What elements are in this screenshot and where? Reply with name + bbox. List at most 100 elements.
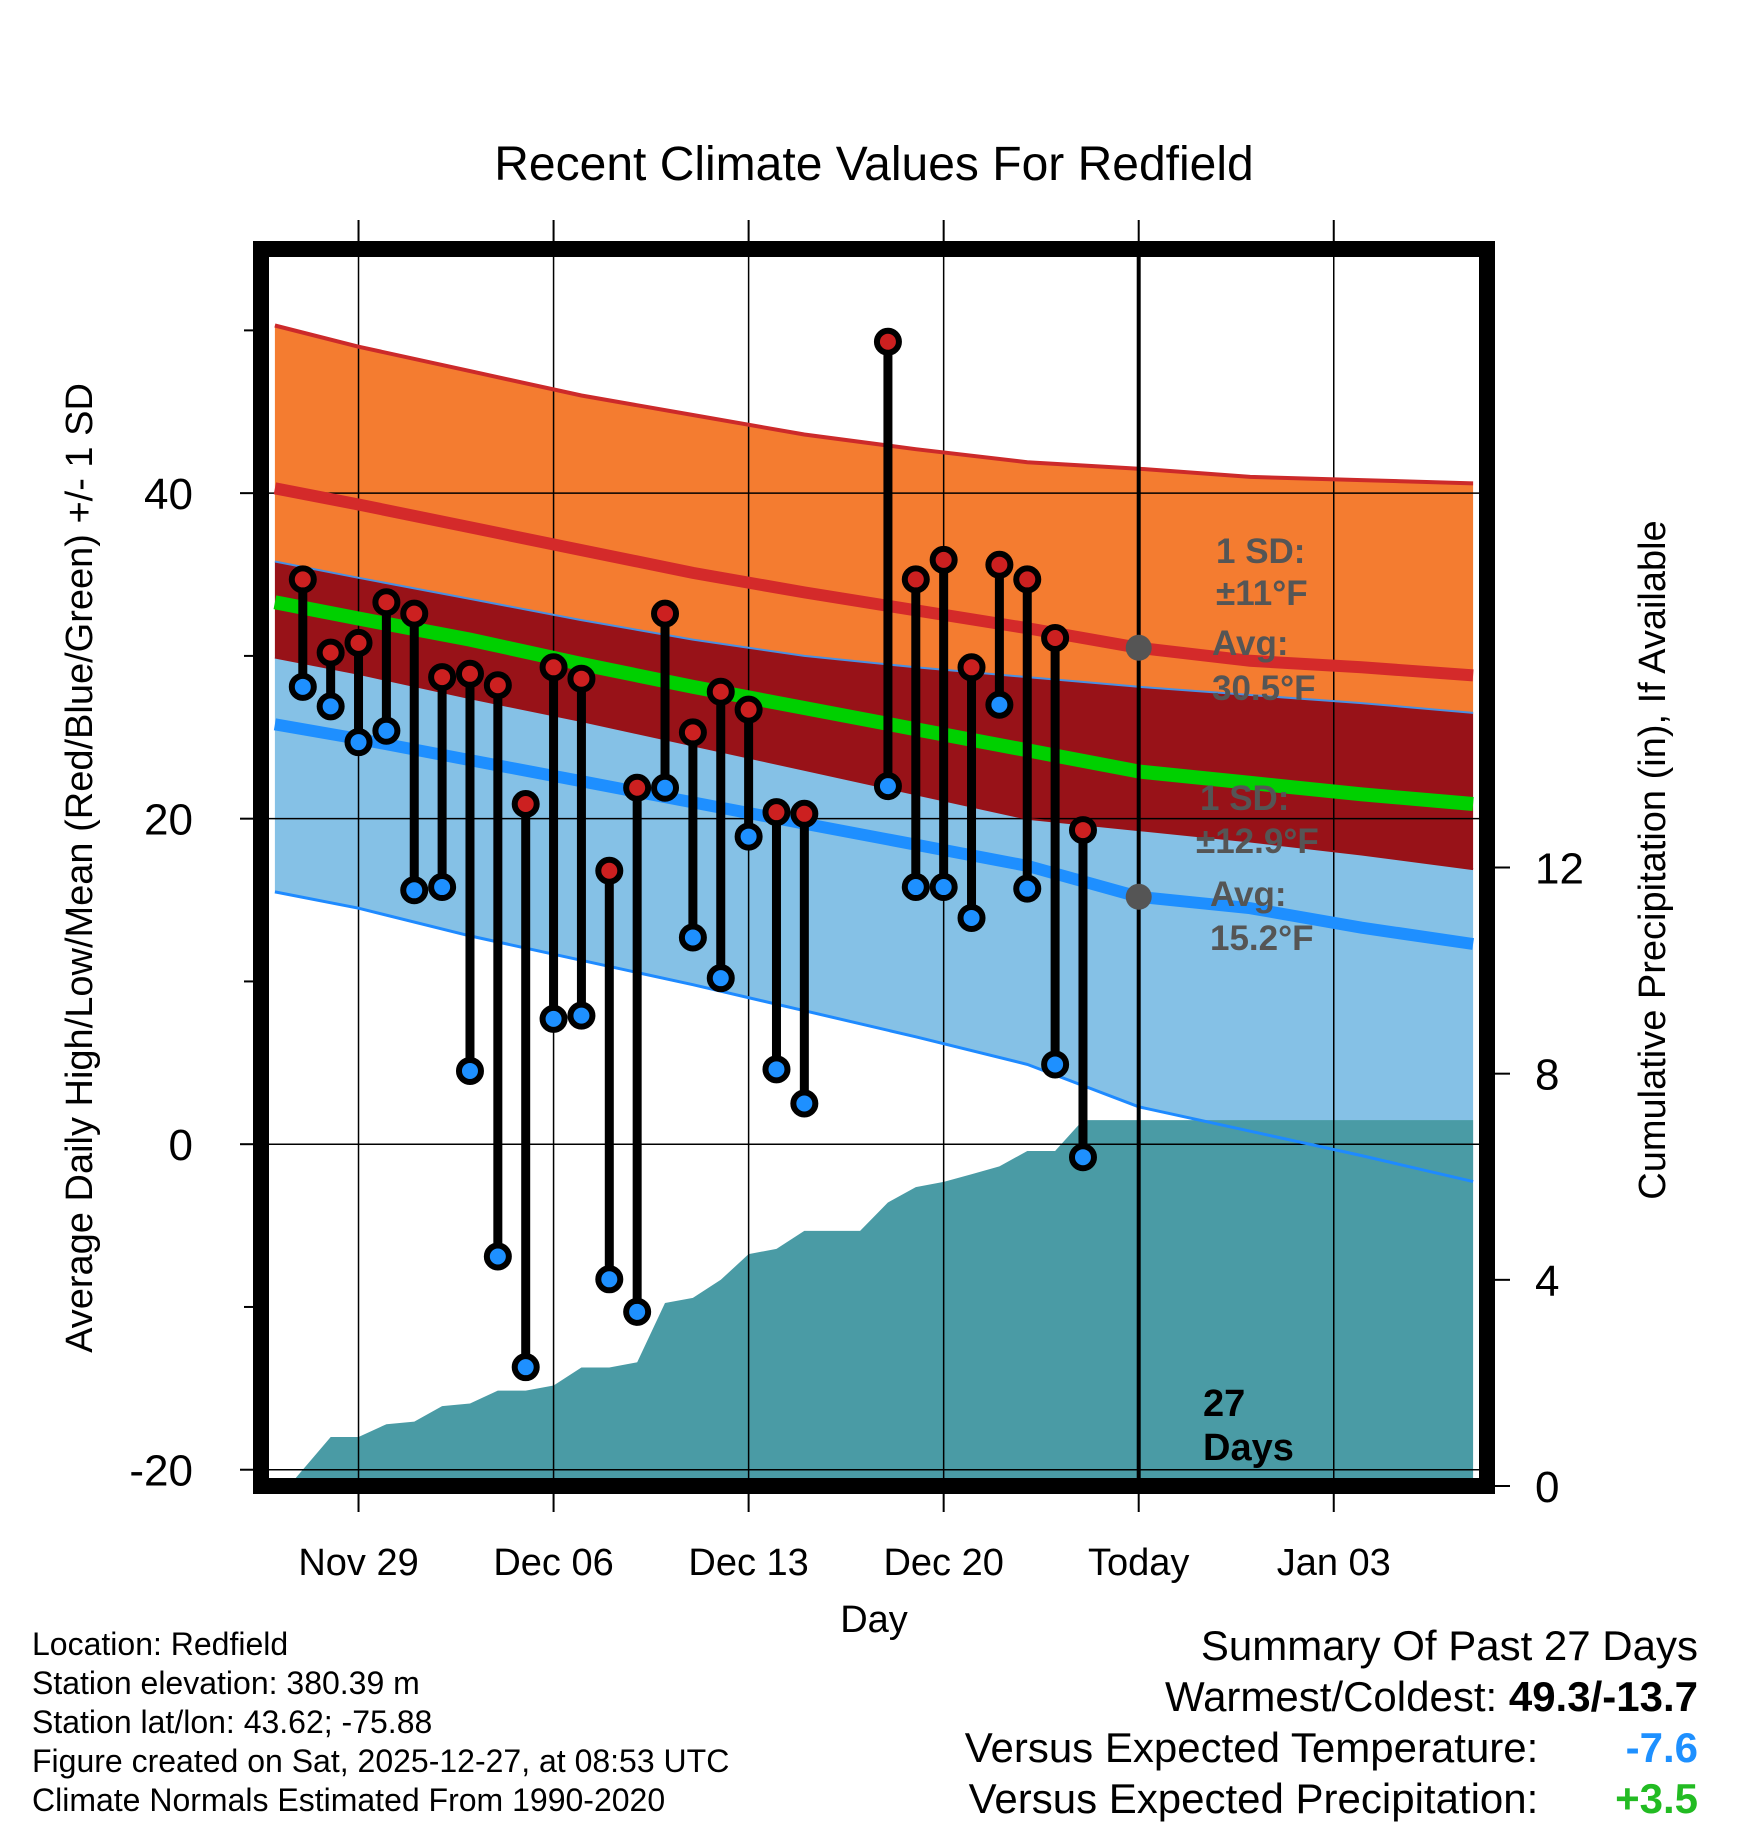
high-upper-line [274, 323, 1474, 486]
high-mean-line [273, 482, 1474, 682]
daily-high-point-1 [316, 638, 345, 667]
daily-low-point-5 [428, 873, 457, 902]
normal-annotations: 1 SD: ±11°F Avg: 30.5°F 1 SD: ±12.9°F Av… [1196, 532, 1319, 1469]
daily-high-point-7 [483, 671, 512, 700]
low-sd-band [274, 657, 1474, 1182]
precip-deviation-label: Versus Expected Precipitation: [968, 1775, 1539, 1822]
daily-high-point-10 [567, 664, 596, 693]
low-sd-title: 1 SD: [1200, 779, 1289, 818]
warm-cold-value: 49.3/-13.7 [1508, 1673, 1698, 1720]
daily-high-point-16 [734, 695, 763, 724]
precipitation-area [288, 1120, 1474, 1486]
daily-high-point-20 [901, 565, 930, 594]
summary-precip-row: Versus Expected Precipitation: +3.5 [965, 1773, 1698, 1824]
daily-low-point-20 [901, 873, 930, 902]
x-tick-label-0: Nov 29 [298, 1542, 418, 1584]
daily-high-point-22 [957, 653, 986, 682]
daily-low-point-4 [400, 876, 429, 905]
summary-panel: Summary Of Past 27 Days Warmest/Coldest:… [965, 1620, 1698, 1824]
daily-high-point-15 [706, 677, 735, 706]
low-lower-line [274, 890, 1474, 1184]
y-tick-label-2: 20 [144, 796, 193, 845]
today-days-unit: Days [1203, 1427, 1294, 1469]
daily-low-point-25 [1041, 1050, 1070, 1079]
elevation-text: Station elevation: 380.39 m [32, 1665, 420, 1701]
daily-low-point-1 [316, 692, 345, 721]
daily-low-point-19 [873, 772, 902, 801]
daily-low-point-26 [1068, 1143, 1097, 1172]
y-axis-label: Average Daily High/Low/Mean (Red/Blue/Gr… [59, 383, 101, 1353]
daily-low-point-7 [483, 1242, 512, 1271]
precip-fill [288, 1120, 1474, 1486]
high-avg-value: 30.5°F [1212, 669, 1316, 708]
y2-axis-label: Cumulative Precipitation (in), If Availa… [1632, 520, 1674, 1199]
daily-high-point-25 [1041, 624, 1070, 653]
daily-low-point-10 [567, 1001, 596, 1030]
daily-high-point-4 [400, 599, 429, 628]
x-tick-label-4: Today [1088, 1542, 1189, 1584]
daily-low-point-12 [623, 1297, 652, 1326]
x-tick-label-2: Dec 13 [688, 1542, 808, 1584]
daily-high-point-19 [873, 327, 902, 356]
high-sd-title: 1 SD: [1216, 532, 1305, 571]
daily-high-point-3 [372, 588, 401, 617]
mean-line [273, 595, 1474, 811]
daily-low-point-14 [678, 923, 707, 952]
high-lower-line [274, 560, 1474, 714]
station-info: Location: Redfield Station elevation: 38… [32, 1625, 729, 1820]
high-sd-band [274, 325, 1474, 713]
daily-low-point-17 [762, 1055, 791, 1084]
daily-high-point-26 [1068, 816, 1097, 845]
plot-area [261, 249, 1487, 1486]
daily-low-point-15 [706, 964, 735, 993]
temp-deviation-value: -7.6 [1625, 1724, 1698, 1771]
summary-temp-row: Versus Expected Temperature: -7.6 [965, 1722, 1698, 1773]
daily-high-point-21 [929, 545, 958, 574]
y-tick-label-0: -20 [129, 1447, 193, 1496]
daily-high-point-14 [678, 718, 707, 747]
high-avg-dot [1125, 634, 1152, 661]
daily-low-point-0 [288, 672, 317, 701]
low-sd-value: ±12.9°F [1196, 822, 1319, 861]
x-tick-label-3: Dec 20 [883, 1542, 1003, 1584]
created-text: Figure created on Sat, 2025-12-27, at 08… [32, 1743, 730, 1779]
y-tick-label-3: 40 [144, 470, 193, 519]
x-tick-label-5: Jan 03 [1277, 1542, 1391, 1584]
temp-deviation-label: Versus Expected Temperature: [964, 1724, 1539, 1771]
daily-low-point-16 [734, 822, 763, 851]
precip-deviation-value: +3.5 [1615, 1775, 1698, 1822]
daily-high-point-2 [344, 628, 373, 657]
high-sd-value: ±11°F [1216, 574, 1308, 613]
daily-high-point-5 [428, 663, 457, 692]
axes: -20 0 20 40 0 4 8 12 Nov 29 Dec 06 Dec 13 Dec 20 Tod… [129, 220, 1584, 1584]
daily-low-point-13 [651, 773, 680, 802]
x-axis-label: Day [840, 1599, 908, 1641]
daily-high-point-13 [651, 599, 680, 628]
y-tick-label-1: 0 [169, 1121, 193, 1170]
daily-high-point-12 [623, 773, 652, 802]
low-avg-dot [1125, 883, 1152, 910]
low-avg-title: Avg: [1210, 875, 1286, 914]
normal-lines [273, 323, 1474, 1184]
daily-low-point-22 [957, 903, 986, 932]
daily-high-point-17 [762, 798, 791, 827]
daily-high-point-11 [595, 856, 624, 885]
daily-low-point-18 [790, 1089, 819, 1118]
y2-tick-label-3: 12 [1535, 845, 1584, 894]
today-marker [1125, 249, 1152, 1486]
daily-low-point-11 [595, 1265, 624, 1294]
low-mean-line [273, 718, 1474, 950]
today-days-count: 27 [1203, 1383, 1245, 1425]
daily-high-point-23 [985, 550, 1014, 579]
grid-lines [261, 249, 1487, 1486]
summary-title: Summary Of Past 27 Days [1200, 1622, 1698, 1669]
daily-low-point-6 [455, 1056, 484, 1085]
daily-low-point-2 [344, 728, 373, 757]
daily-high-point-9 [539, 653, 568, 682]
daily-high-point-24 [1013, 565, 1042, 594]
daily-low-point-9 [539, 1004, 568, 1033]
daily-high-point-18 [790, 799, 819, 828]
x-tick-label-1: Dec 06 [493, 1542, 613, 1584]
y2-tick-label-2: 8 [1535, 1051, 1559, 1100]
